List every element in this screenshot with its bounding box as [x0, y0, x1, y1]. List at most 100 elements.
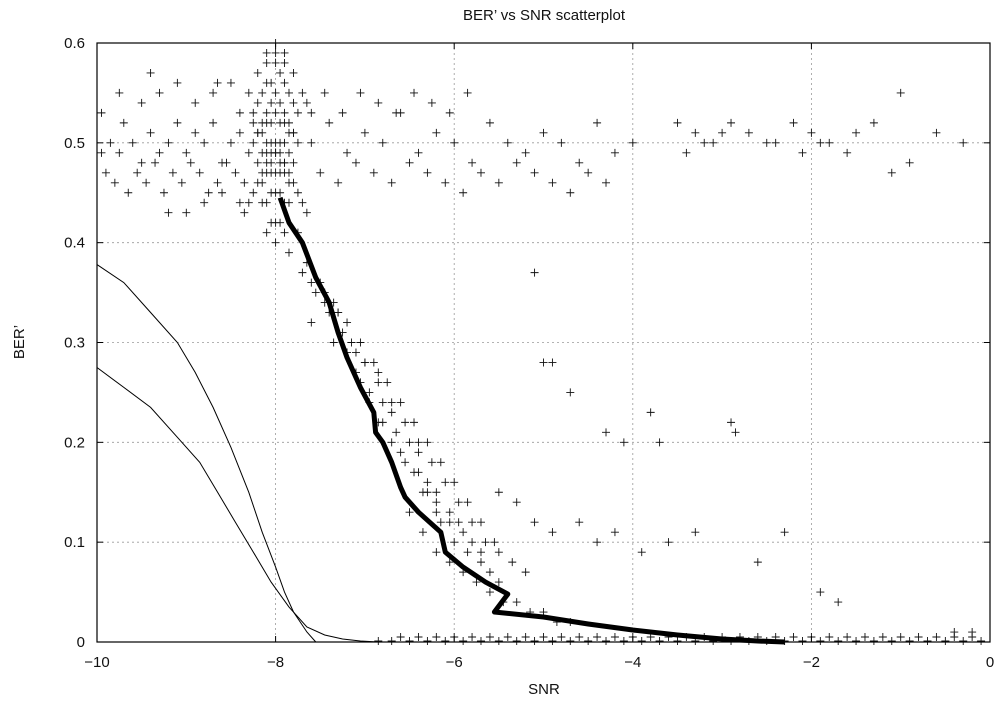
data-point [195, 168, 204, 177]
data-point [557, 138, 566, 147]
data-point [200, 138, 209, 147]
data-point [244, 88, 253, 97]
data-point [222, 158, 231, 167]
data-point [369, 168, 378, 177]
data-point [284, 168, 293, 177]
data-point [530, 168, 539, 177]
data-point [414, 148, 423, 157]
data-point [807, 128, 816, 137]
data-point [267, 218, 276, 227]
data-point [463, 498, 472, 507]
data-point [383, 378, 392, 387]
data-point [405, 508, 414, 517]
y-tick-label: 0.1 [64, 534, 85, 551]
data-point [137, 98, 146, 107]
data-point [334, 308, 343, 317]
data-point [298, 88, 307, 97]
y-axis-label: BER’ [11, 325, 28, 359]
data-point [97, 148, 106, 157]
data-point [249, 108, 258, 117]
data-point [816, 637, 825, 646]
data-point [539, 128, 548, 137]
data-point [575, 518, 584, 527]
data-point [115, 88, 124, 97]
data-point [302, 98, 311, 107]
data-point [691, 128, 700, 137]
data-point [427, 458, 436, 467]
data-point [271, 238, 280, 247]
data-point [244, 148, 253, 157]
data-point [432, 548, 441, 557]
data-point [267, 98, 276, 107]
data-point [262, 228, 271, 237]
data-point [646, 408, 655, 417]
data-point [289, 178, 298, 187]
data-point [307, 318, 316, 327]
data-point [566, 388, 575, 397]
data-point [396, 398, 405, 407]
data-point [753, 558, 762, 567]
data-point [405, 438, 414, 447]
data-point [852, 128, 861, 137]
data-point [852, 637, 861, 646]
data-point [602, 637, 611, 646]
data-point [593, 118, 602, 127]
data-point [240, 178, 249, 187]
data-point [575, 158, 584, 167]
data-point [182, 208, 191, 217]
data-point [682, 148, 691, 157]
data-point [164, 208, 173, 217]
data-point [137, 158, 146, 167]
data-point [401, 458, 410, 467]
x-tick-label: −6 [446, 654, 463, 671]
data-point [459, 637, 468, 646]
data-point [284, 248, 293, 257]
data-point [209, 88, 218, 97]
data-point [298, 198, 307, 207]
y-tick-label: 0.5 [64, 135, 85, 152]
data-point [271, 108, 280, 117]
reference-curve [96, 264, 317, 643]
data-point [896, 88, 905, 97]
data-point [262, 138, 271, 147]
data-point [173, 118, 182, 127]
data-point [731, 428, 740, 437]
data-point [512, 637, 521, 646]
data-point [869, 637, 878, 646]
data-point [351, 158, 360, 167]
data-point [405, 158, 414, 167]
data-point [691, 528, 700, 537]
data-point [226, 138, 235, 147]
data-point [204, 188, 213, 197]
data-point [128, 138, 137, 147]
data-point [941, 637, 950, 646]
data-point [410, 418, 419, 427]
data-point [235, 128, 244, 137]
data-point [905, 158, 914, 167]
data-point [374, 98, 383, 107]
data-point [584, 168, 593, 177]
data-point [463, 88, 472, 97]
data-point [816, 588, 825, 597]
y-tick-label: 0.3 [64, 335, 85, 352]
data-point [343, 318, 352, 327]
data-point [494, 637, 503, 646]
data-point [146, 68, 155, 77]
data-point [445, 518, 454, 527]
data-point [628, 138, 637, 147]
data-point [521, 568, 530, 577]
data-point [302, 208, 311, 217]
data-point [463, 548, 472, 557]
data-point [414, 448, 423, 457]
data-point [218, 188, 227, 197]
data-point [602, 428, 611, 437]
data-point [932, 128, 941, 137]
data-point [423, 168, 432, 177]
data-point [258, 118, 267, 127]
data-point [878, 633, 887, 642]
data-point [276, 98, 285, 107]
data-point [267, 188, 276, 197]
data-point [293, 138, 302, 147]
data-point [280, 138, 289, 147]
